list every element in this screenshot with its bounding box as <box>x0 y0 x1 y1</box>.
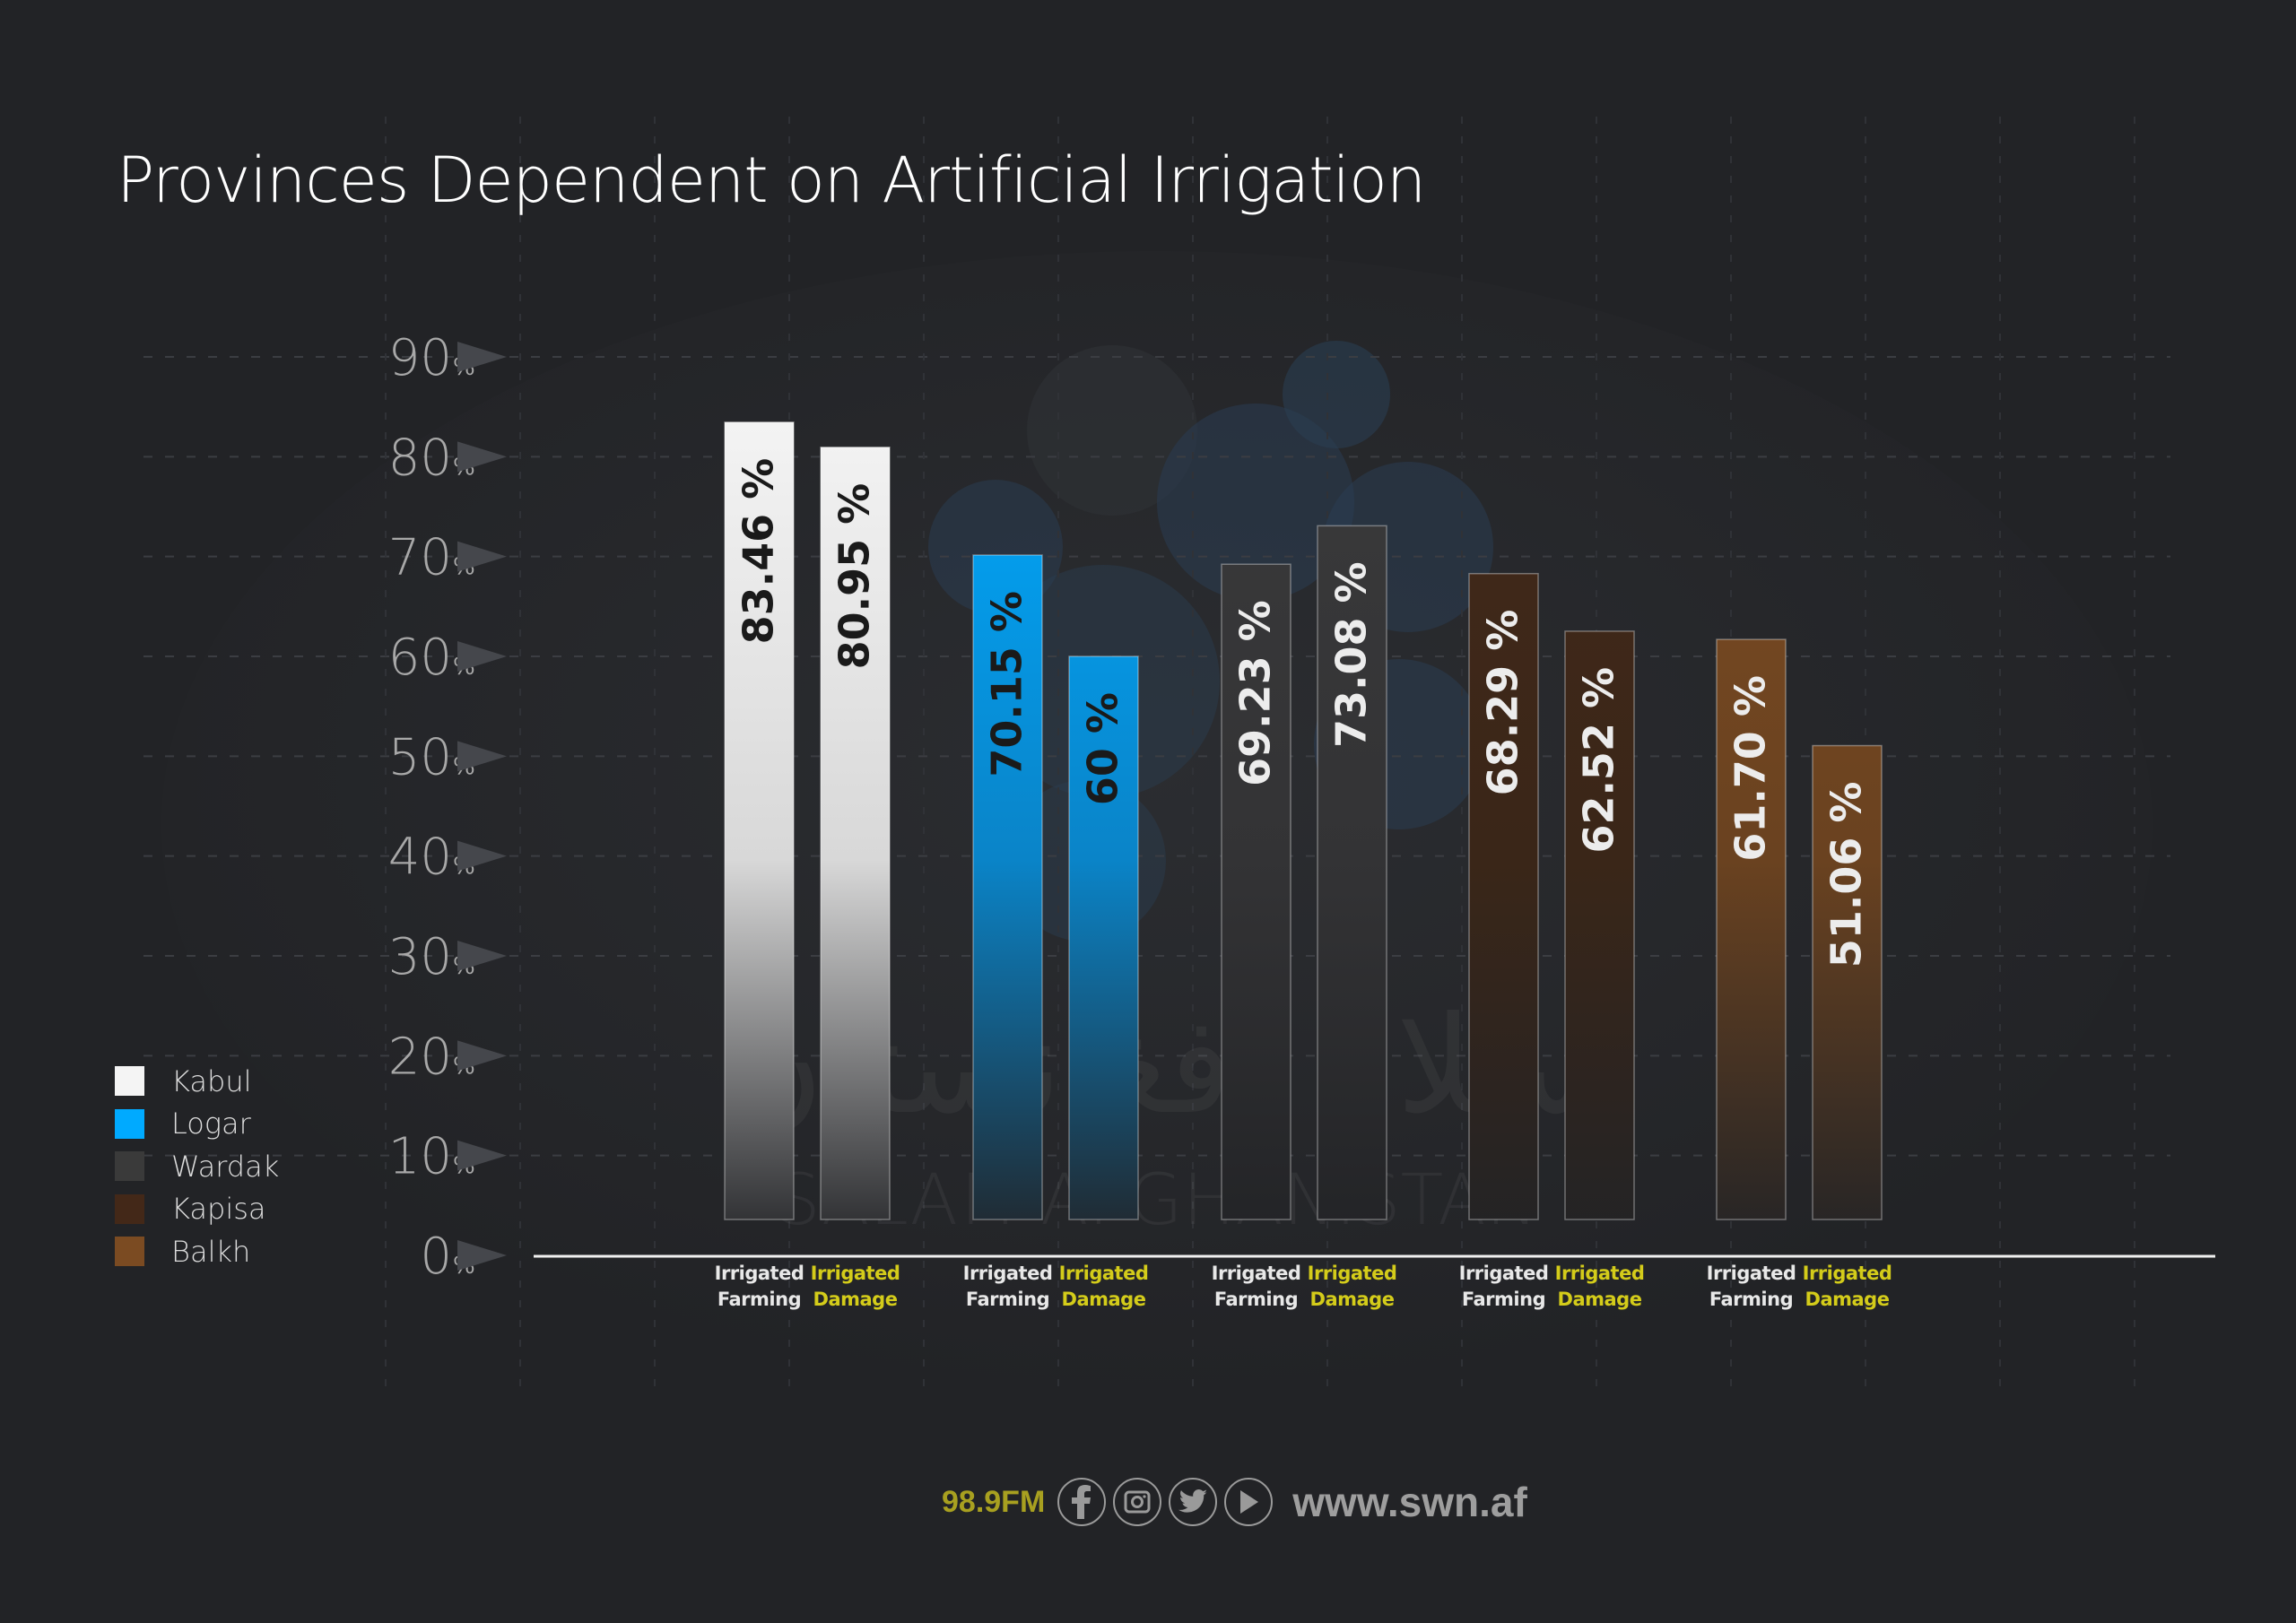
instagram-icon[interactable] <box>1113 1478 1162 1526</box>
x-label-farming: Irrigated <box>1212 1263 1301 1284</box>
legend: Kabul Logar Wardak Kapisa Balkh <box>115 1060 279 1273</box>
x-label-farming: Irrigated <box>1707 1263 1796 1284</box>
bar-kapisa-damage <box>1564 630 1635 1220</box>
x-label-damage: Damage <box>1558 1289 1642 1310</box>
footer: 98.9FM www.swn.af <box>942 1471 1527 1533</box>
watermark-latin: SALAM AFGHANISTAN <box>776 1160 1538 1241</box>
x-label-farming: Farming <box>718 1289 801 1310</box>
bar-logar-farming <box>972 554 1043 1220</box>
y-tick-arrow-icon <box>457 1240 507 1271</box>
y-tick-arrow-icon <box>457 840 507 872</box>
legend-label: Balkh <box>171 1234 251 1269</box>
data-label: 60 % <box>1079 692 1127 805</box>
y-tick-arrow-icon <box>457 441 507 473</box>
x-label-damage: Irrigated <box>1803 1263 1892 1284</box>
radio-frequency: 98.9FM <box>942 1484 1046 1519</box>
website-url[interactable]: www.swn.af <box>1292 1479 1527 1525</box>
legend-label: Wardak <box>171 1149 280 1184</box>
y-tick-arrow-icon <box>457 641 507 672</box>
legend-item-wardak: Wardak <box>115 1145 279 1188</box>
x-label-damage: Irrigated <box>1555 1263 1645 1284</box>
x-label-farming: Farming <box>1462 1289 1545 1310</box>
bar-logar-damage <box>1068 655 1139 1220</box>
bars: 83.46 % 80.95 % 70.15 % 60 % 69.23 % 73.08 % 6… <box>724 421 1883 1220</box>
data-label: 61.70 % <box>1726 675 1775 862</box>
bar-kapisa-farming <box>1468 572 1539 1220</box>
twitter-icon[interactable] <box>1169 1478 1218 1526</box>
y-tick-arrow-icon <box>457 342 507 372</box>
legend-swatch <box>115 1193 144 1224</box>
data-label: 83.46 % <box>735 458 783 645</box>
data-label: 62.52 % <box>1575 667 1623 854</box>
x-label-farming: Farming <box>966 1289 1049 1310</box>
y-tick-label: 90 <box>388 329 452 387</box>
legend-label: Logar <box>171 1107 251 1141</box>
y-tick-arrow-icon <box>457 741 507 772</box>
y-tick-label: 20 <box>388 1028 452 1086</box>
x-label-farming: Irrigated <box>715 1263 804 1284</box>
legend-swatch <box>115 1237 144 1267</box>
y-tick-label: 30 <box>388 928 452 986</box>
y-tick-arrow-icon <box>457 1040 507 1072</box>
y-tick-label: 50 <box>388 728 452 786</box>
y-tick-label: 0 <box>420 1228 452 1286</box>
legend-swatch <box>115 1151 144 1182</box>
x-label-damage: Damage <box>1805 1289 1890 1310</box>
x-label-damage: Irrigated <box>1308 1263 1397 1284</box>
legend-item-logar: Logar <box>115 1103 279 1146</box>
legend-swatch <box>115 1108 144 1139</box>
x-axis-labels: Irrigated Farming Irrigated Damage Irrigated… <box>715 1263 1892 1310</box>
y-axis: 0%10%20%30%40%50%60%70%80%90% <box>388 329 507 1286</box>
bar-wardak-farming <box>1221 563 1292 1220</box>
facebook-icon[interactable] <box>1057 1478 1107 1526</box>
data-label: 51.06 % <box>1822 782 1871 968</box>
x-label-damage: Damage <box>1062 1289 1146 1310</box>
data-label: 70.15 % <box>983 591 1031 777</box>
legend-label: Kapisa <box>171 1192 266 1227</box>
legend-item-balkh: Balkh <box>115 1230 279 1273</box>
chart-title: Provinces Dependent on Artificial Irriga… <box>117 143 1426 217</box>
legend-label: Kabul <box>171 1063 252 1098</box>
x-label-farming: Irrigated <box>1459 1263 1549 1284</box>
y-tick-label: 10 <box>388 1128 452 1186</box>
y-tick-label: 60 <box>388 629 452 687</box>
y-tick-arrow-icon <box>457 941 507 971</box>
bar-balkh-farming <box>1716 638 1787 1220</box>
y-tick-label: 40 <box>388 829 452 887</box>
bar-kabul-farming <box>724 421 795 1220</box>
x-label-damage: Damage <box>1310 1289 1395 1310</box>
legend-swatch <box>115 1066 144 1097</box>
legend-item-kabul: Kabul <box>115 1060 279 1103</box>
x-label-farming: Irrigated <box>963 1263 1053 1284</box>
legend-item-kapisa: Kapisa <box>115 1188 279 1231</box>
y-tick-label: 80 <box>388 429 452 487</box>
youtube-play-icon[interactable] <box>1224 1478 1274 1526</box>
data-label: 73.08 % <box>1327 561 1376 748</box>
data-label: 69.23 % <box>1231 600 1280 786</box>
x-label-damage: Irrigated <box>811 1263 900 1284</box>
y-tick-label: 70 <box>388 529 452 587</box>
bar-balkh-damage <box>1812 744 1883 1220</box>
bar-wardak-damage <box>1317 525 1387 1220</box>
x-label-damage: Damage <box>813 1289 898 1310</box>
x-label-farming: Farming <box>1214 1289 1298 1310</box>
x-label-damage: Irrigated <box>1059 1263 1149 1284</box>
data-label: 68.29 % <box>1479 610 1527 796</box>
y-tick-arrow-icon <box>457 541 507 572</box>
y-tick-arrow-icon <box>457 1140 507 1171</box>
bar-kabul-damage <box>820 447 891 1220</box>
data-label: 80.95 % <box>831 483 879 670</box>
x-label-farming: Farming <box>1709 1289 1793 1310</box>
